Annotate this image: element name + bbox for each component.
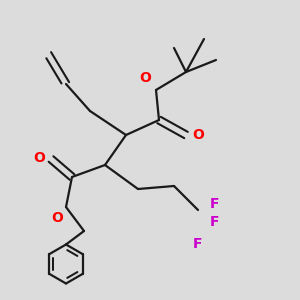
Text: F: F	[210, 197, 220, 211]
Text: F: F	[210, 215, 220, 229]
Text: O: O	[33, 151, 45, 164]
Text: O: O	[51, 212, 63, 226]
Text: F: F	[193, 237, 203, 251]
Text: O: O	[192, 128, 204, 142]
Text: O: O	[140, 71, 152, 85]
